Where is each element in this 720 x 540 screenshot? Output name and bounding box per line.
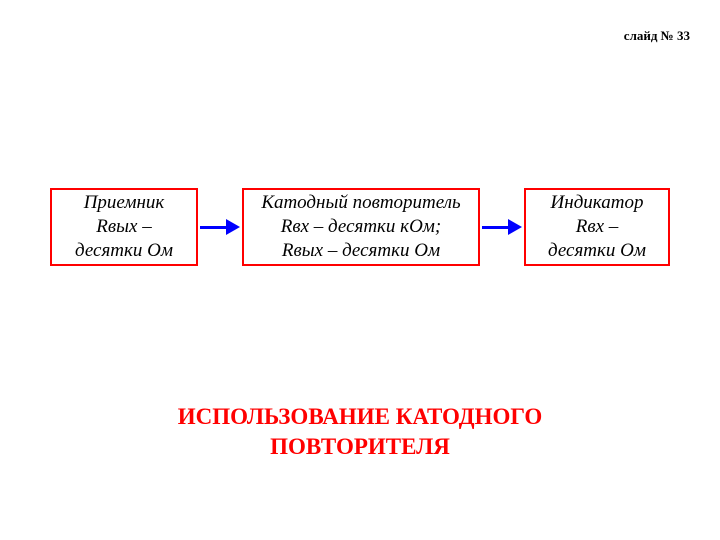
- arrow-head-icon: [226, 219, 240, 235]
- node-cathode-follower-line-2: Rвх – десятки кОм;: [281, 215, 442, 239]
- node-indicator-line-2: Rвх –: [576, 215, 619, 239]
- page-title: ИСПОЛЬЗОВАНИЕ КАТОДНОГО ПОВТОРИТЕЛЯ: [0, 402, 720, 462]
- title-line-2: ПОВТОРИТЕЛЯ: [0, 432, 720, 462]
- arrow-line-icon: [200, 226, 226, 229]
- node-cathode-follower: Катодный повторитель Rвх – десятки кОм; …: [242, 188, 480, 266]
- title-line-1: ИСПОЛЬЗОВАНИЕ КАТОДНОГО: [0, 402, 720, 432]
- arrow-1: [200, 219, 240, 235]
- node-receiver-line-3: десятки Ом: [75, 239, 173, 263]
- slide-number: слайд № 33: [624, 28, 690, 44]
- node-indicator-line-3: десятки Ом: [548, 239, 646, 263]
- arrow-2: [482, 219, 522, 235]
- arrow-head-icon: [508, 219, 522, 235]
- node-cathode-follower-line-1: Катодный повторитель: [261, 191, 460, 215]
- arrow-line-icon: [482, 226, 508, 229]
- node-receiver-line-1: Приемник: [84, 191, 165, 215]
- node-receiver: Приемник Rвых – десятки Ом: [50, 188, 198, 266]
- node-indicator-line-1: Индикатор: [551, 191, 644, 215]
- flowchart: Приемник Rвых – десятки Ом Катодный повт…: [0, 188, 720, 266]
- node-indicator: Индикатор Rвх – десятки Ом: [524, 188, 670, 266]
- node-receiver-line-2: Rвых –: [96, 215, 151, 239]
- node-cathode-follower-line-3: Rвых – десятки Ом: [282, 239, 440, 263]
